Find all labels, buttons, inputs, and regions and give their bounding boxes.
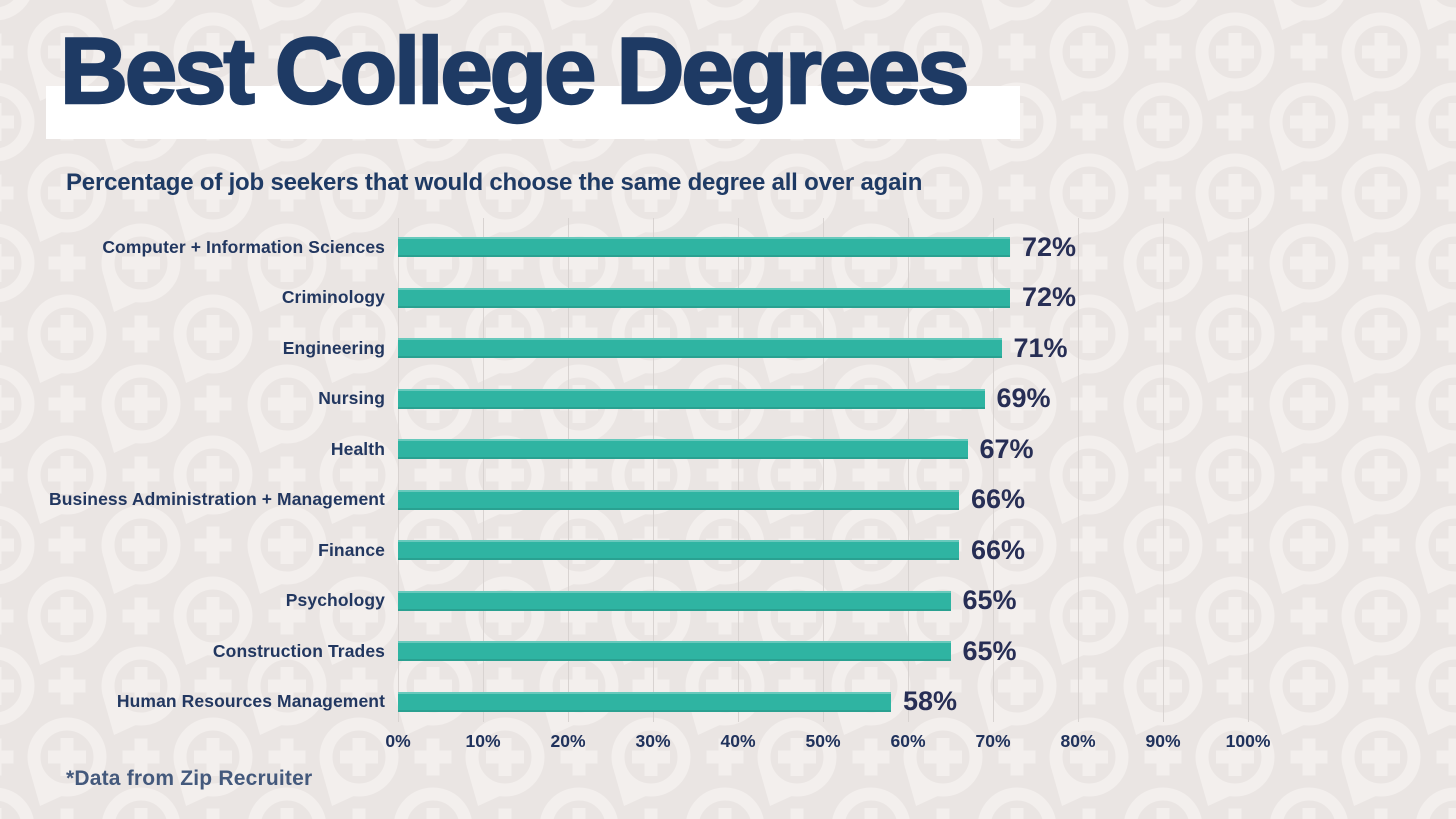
gridline [1078,218,1079,722]
x-axis-tick-label: 40% [720,731,756,751]
chart-row: Nursing 69% [0,374,1456,425]
bar [398,641,951,662]
bar [398,338,1002,359]
value-label: 72% [1022,231,1077,262]
bar [398,540,959,561]
gridline [653,218,654,722]
value-label: 69% [996,383,1051,414]
x-axis-tick-label: 20% [550,731,586,751]
x-axis-tick-label: 10% [465,731,501,751]
category-label: Finance [318,539,385,560]
value-label: 65% [962,585,1017,616]
value-label: 66% [971,484,1026,515]
value-label: 65% [962,635,1017,666]
x-axis-tick-label: 50% [805,731,841,751]
value-label: 66% [971,534,1026,565]
category-label: Human Resources Management [116,691,385,712]
value-label: 67% [979,433,1034,464]
bar [398,388,985,409]
chart-row: Criminology 72% [0,273,1456,324]
x-axis-tick-label: 90% [1145,731,1181,751]
gridline [823,218,824,722]
bar [398,237,1010,258]
category-label: Criminology [281,287,385,308]
chart-row: Engineering 71% [0,323,1456,374]
x-axis-tick-label: 80% [1060,731,1096,751]
category-label: Health [330,438,385,459]
x-axis-tick-label: 30% [635,731,671,751]
bar [398,439,968,460]
category-label: Nursing [318,388,385,409]
x-axis: 0% 10% 20% 30% 40% 50% 60% 70% 80% 90% 1… [385,731,1270,757]
chart-rows: Computer + Information Sciences 72% Crim… [0,222,1456,727]
title-highlight-band [46,86,1020,139]
bar [398,691,891,712]
category-label: Construction Trades [212,640,385,661]
gridline [398,218,399,722]
category-label: Engineering [282,337,385,358]
gridline [568,218,569,722]
x-axis-tick-label: 70% [975,731,1011,751]
x-axis-tick-label: 60% [890,731,926,751]
x-axis-tick-label: 100% [1225,731,1271,751]
category-label: Business Administration + Management [48,489,385,510]
chart-row: Psychology 65% [0,576,1456,627]
chart-row: Construction Trades 65% [0,626,1456,677]
bar [398,590,951,611]
gridline [483,218,484,722]
gridline [738,218,739,722]
chart-subtitle: Percentage of job seekers that would cho… [66,169,923,196]
chart-row: Health 67% [0,424,1456,475]
chart-row: Business Administration + Management 66% [0,475,1456,526]
source-note: *Data from Zip Recruiter [66,767,313,790]
page-title: Best College Degrees [59,17,971,124]
chart-row: Human Resources Management 58% [0,677,1456,728]
gridline [1248,218,1249,722]
gridline [993,218,994,722]
category-label: Psychology [285,590,385,611]
value-label: 72% [1022,282,1077,313]
gridline [1163,218,1164,722]
bar [398,287,1010,308]
gridline [908,218,909,722]
category-label: Computer + Information Sciences [102,236,385,257]
chart-row: Computer + Information Sciences 72% [0,222,1456,273]
chart-row: Finance 66% [0,525,1456,576]
bar [398,489,959,510]
chart-gridlines [398,218,1249,722]
value-label: 71% [1013,332,1068,363]
x-axis-tick-label: 0% [385,731,411,751]
value-label: 58% [903,686,958,717]
